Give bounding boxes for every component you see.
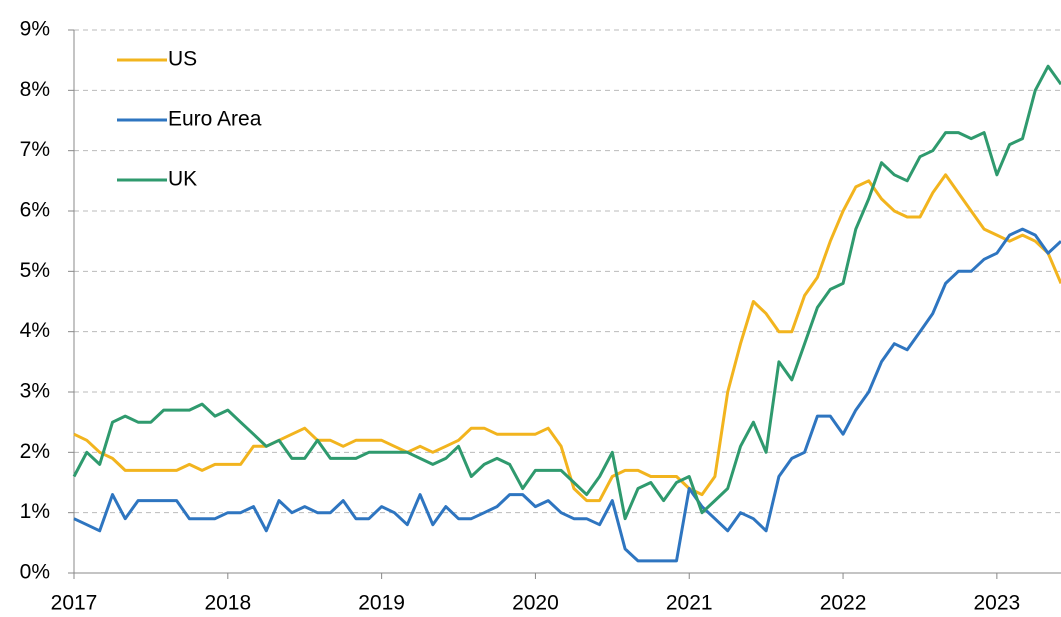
legend-label: US bbox=[168, 48, 197, 71]
series-line bbox=[73, 227, 1061, 563]
x-tick-label: 2022 bbox=[820, 592, 867, 615]
y-tick-label: 0% bbox=[20, 561, 50, 584]
x-tick-label: 2019 bbox=[358, 592, 405, 615]
legend-label: Euro Area bbox=[168, 108, 262, 131]
series-line bbox=[73, 173, 1061, 503]
y-tick-label: 4% bbox=[20, 319, 50, 342]
x-tick-label: 2020 bbox=[512, 592, 559, 615]
x-tick-label: 2021 bbox=[666, 592, 713, 615]
x-tick-label: 2017 bbox=[51, 592, 98, 615]
x-tick-label: 2023 bbox=[974, 592, 1021, 615]
y-tick-label: 7% bbox=[20, 138, 50, 161]
y-tick-label: 8% bbox=[20, 78, 50, 101]
y-tick-label: 9% bbox=[20, 18, 50, 41]
y-tick-label: 2% bbox=[20, 440, 50, 463]
y-tick-label: 3% bbox=[20, 380, 50, 403]
y-tick-label: 1% bbox=[20, 500, 50, 523]
series-line bbox=[72, 64, 1061, 521]
x-tick-label: 2018 bbox=[204, 592, 251, 615]
legend-label: UK bbox=[168, 168, 197, 191]
y-tick-label: 6% bbox=[20, 199, 50, 222]
y-tick-label: 5% bbox=[20, 259, 50, 282]
